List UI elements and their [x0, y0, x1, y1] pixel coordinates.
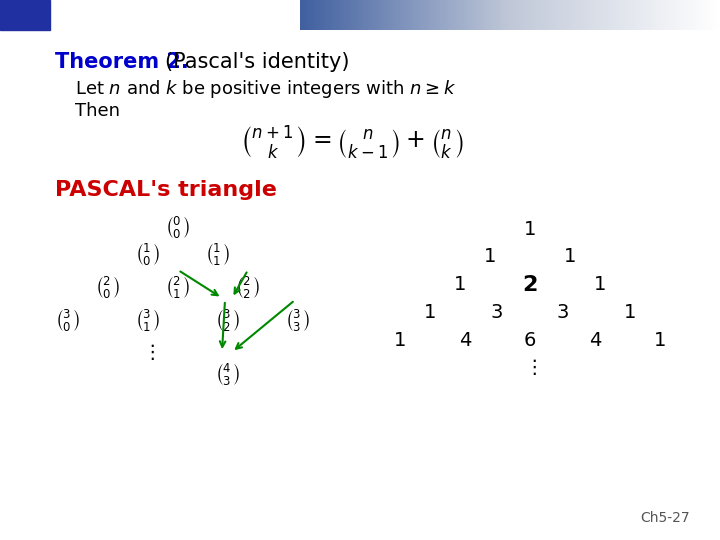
- Text: 1: 1: [454, 275, 466, 294]
- Text: Let $n$ and $k$ be positive integers with $n \geq k$: Let $n$ and $k$ be positive integers wit…: [75, 78, 456, 100]
- Text: $\binom{2}{2}$: $\binom{2}{2}$: [235, 275, 261, 301]
- Text: PASCAL's triangle: PASCAL's triangle: [55, 180, 277, 200]
- Text: $\binom{3}{3}$: $\binom{3}{3}$: [286, 308, 310, 334]
- Text: $\binom{n+1}{k} = \binom{n}{k-1} + \binom{n}{k}$: $\binom{n+1}{k} = \binom{n}{k-1} + \bino…: [240, 125, 464, 161]
- Text: (Pascal's identity): (Pascal's identity): [165, 52, 349, 72]
- Text: 1: 1: [484, 247, 496, 266]
- Text: 1: 1: [564, 247, 576, 266]
- Text: Then: Then: [75, 102, 120, 120]
- Text: Ch5-27: Ch5-27: [640, 511, 690, 525]
- Text: 1: 1: [624, 303, 636, 322]
- Text: 1: 1: [394, 331, 406, 350]
- Text: 4: 4: [459, 331, 471, 350]
- Text: $\binom{2}{0}$: $\binom{2}{0}$: [96, 275, 120, 301]
- Bar: [0, 0, 50, 30]
- Text: $\binom{0}{0}$: $\binom{0}{0}$: [166, 215, 191, 241]
- Text: Theorem 2.: Theorem 2.: [55, 52, 189, 72]
- Text: $\vdots$: $\vdots$: [142, 342, 154, 362]
- Text: $\binom{3}{2}$: $\binom{3}{2}$: [215, 308, 240, 334]
- Text: $\binom{3}{0}$: $\binom{3}{0}$: [55, 308, 81, 334]
- Text: $\binom{1}{1}$: $\binom{1}{1}$: [205, 242, 230, 268]
- Text: $\binom{4}{3}$: $\binom{4}{3}$: [215, 362, 240, 388]
- Text: $\binom{3}{1}$: $\binom{3}{1}$: [135, 308, 161, 334]
- Text: 1: 1: [424, 303, 436, 322]
- Text: 3: 3: [491, 303, 503, 322]
- Text: 1: 1: [654, 331, 666, 350]
- Text: 1: 1: [524, 220, 536, 239]
- Text: 1: 1: [594, 275, 606, 294]
- Text: 3: 3: [557, 303, 570, 322]
- Text: $\binom{1}{0}$: $\binom{1}{0}$: [135, 242, 161, 268]
- Text: 2: 2: [522, 275, 538, 295]
- Text: $\binom{2}{1}$: $\binom{2}{1}$: [166, 275, 191, 301]
- Text: 6: 6: [524, 331, 536, 350]
- Text: $\vdots$: $\vdots$: [523, 357, 536, 377]
- Text: 4: 4: [589, 331, 601, 350]
